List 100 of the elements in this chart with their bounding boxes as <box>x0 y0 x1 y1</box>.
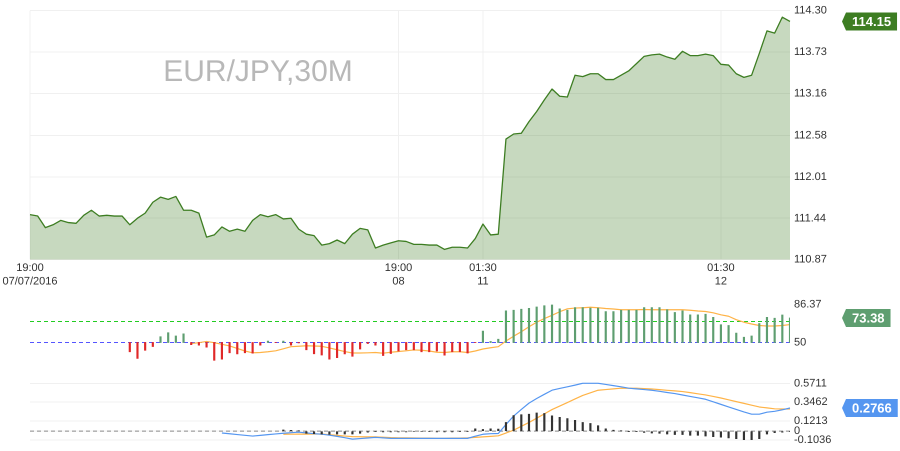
bar <box>635 310 638 343</box>
y-tick-label: 113.16 <box>794 87 827 100</box>
bar <box>344 431 346 434</box>
bar <box>512 310 515 343</box>
bar <box>374 342 377 346</box>
bar <box>159 336 162 343</box>
y-tick-label: -0.1036 <box>794 434 832 446</box>
bar <box>152 342 154 347</box>
y-tick-label: 110.87 <box>794 254 827 266</box>
bar <box>574 307 576 343</box>
bar <box>582 307 584 343</box>
bar <box>213 342 216 361</box>
bar <box>198 342 200 346</box>
bar <box>766 431 768 434</box>
y-tick-label: 113.73 <box>794 46 827 58</box>
bar <box>643 307 646 343</box>
bar <box>420 342 423 352</box>
bar <box>236 342 238 354</box>
bar <box>504 310 508 343</box>
bar <box>704 431 707 436</box>
bar <box>536 412 538 432</box>
bar <box>674 312 676 343</box>
bar <box>750 336 753 343</box>
bar <box>589 308 592 343</box>
bar <box>167 332 170 343</box>
bar <box>528 308 530 343</box>
text: EUR/JPY,30M <box>163 54 353 88</box>
bar <box>497 428 500 432</box>
x-tick-label: 19:00 07/07/2016 <box>2 262 58 288</box>
bar <box>704 314 707 343</box>
text: 114.15 <box>852 14 892 30</box>
x-tick-label: 01:30 11 <box>469 262 497 288</box>
bar <box>550 304 554 343</box>
bar <box>504 422 508 432</box>
bar <box>558 416 561 432</box>
bar <box>466 342 469 354</box>
bar <box>742 336 746 343</box>
y-tick-label: 111.44 <box>794 212 826 224</box>
x-tick-label: 01:30 12 <box>707 262 735 288</box>
bar <box>589 423 592 432</box>
bar <box>344 342 346 354</box>
bar <box>750 431 753 440</box>
bar <box>604 311 607 343</box>
bar <box>136 342 139 359</box>
bar <box>774 318 776 343</box>
bar <box>520 414 522 432</box>
bar <box>336 342 338 358</box>
bar <box>290 342 292 346</box>
bar <box>390 342 392 354</box>
bar <box>696 314 699 343</box>
bar <box>190 342 192 346</box>
bar <box>382 342 384 356</box>
bar <box>728 325 730 343</box>
bar <box>574 420 576 432</box>
y-tick-label: 0.1213 <box>794 415 828 428</box>
y-tick-label: 0.5711 <box>794 377 827 390</box>
bar <box>720 324 722 343</box>
bar <box>305 342 308 350</box>
bar <box>566 310 568 343</box>
text: 0.2766 <box>852 400 892 416</box>
bar <box>328 342 330 360</box>
bar <box>781 314 784 343</box>
bar <box>428 342 430 352</box>
bar <box>320 431 323 434</box>
bar <box>536 306 538 343</box>
bar <box>351 342 354 357</box>
bar <box>451 342 454 352</box>
bar <box>497 338 500 343</box>
bar <box>443 342 446 356</box>
bar <box>604 428 607 432</box>
bar <box>597 425 600 432</box>
bar <box>520 308 522 343</box>
bar <box>620 310 622 343</box>
bar <box>735 332 738 343</box>
bar <box>490 428 492 432</box>
bar <box>259 342 262 346</box>
bar <box>128 342 131 352</box>
bar <box>320 342 323 356</box>
bar <box>182 333 185 343</box>
bar <box>558 308 561 343</box>
bar <box>220 342 223 360</box>
bar <box>458 342 461 352</box>
bar <box>628 310 630 343</box>
bar <box>144 342 146 351</box>
bar <box>758 431 760 439</box>
bar <box>359 342 362 350</box>
y-tick-label: 50 <box>794 336 806 349</box>
bar <box>758 323 760 343</box>
bar <box>252 342 254 354</box>
bar <box>666 309 668 343</box>
bar <box>405 342 408 350</box>
text: 73.38 <box>852 310 885 326</box>
bar <box>689 431 692 436</box>
bar <box>543 413 546 432</box>
bar <box>566 418 568 432</box>
bar <box>351 431 354 434</box>
bar <box>712 431 714 437</box>
bar <box>666 431 668 434</box>
bar <box>766 316 768 343</box>
bar <box>482 330 484 343</box>
